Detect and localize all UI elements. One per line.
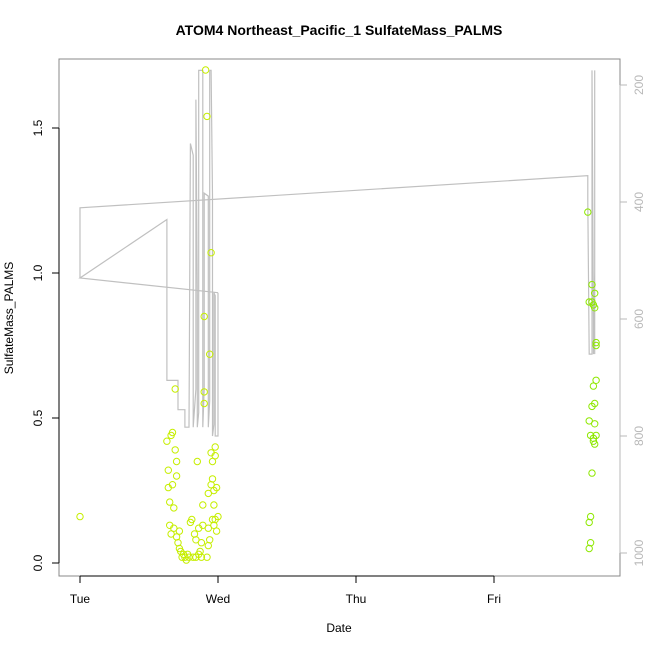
- data-point: [76, 512, 84, 521]
- data-point: [212, 483, 221, 492]
- data-point: [207, 249, 215, 257]
- y-tick-label: 1.5: [31, 119, 45, 136]
- data-point: [592, 431, 600, 440]
- y-tick-label: 1.0: [31, 264, 45, 281]
- data-point: [175, 527, 184, 535]
- data-point: [204, 541, 213, 550]
- data-point: [591, 289, 599, 297]
- y-tick-label: 0.5: [31, 409, 45, 426]
- data-point: [211, 443, 219, 451]
- x-tick-label: Thu: [346, 592, 367, 606]
- data-point: [200, 388, 208, 396]
- data-point: [199, 521, 207, 529]
- data-point: [589, 382, 598, 390]
- data-point: [203, 553, 211, 561]
- chart-title: ATOM4 Northeast_Pacific_1 SulfateMass_PA…: [176, 22, 503, 38]
- x-tick-label: Wed: [206, 592, 230, 606]
- data-point: [207, 449, 215, 457]
- data-point: [200, 312, 208, 321]
- data-point: [214, 512, 222, 521]
- data-point: [591, 304, 599, 312]
- data-point: [171, 385, 179, 393]
- data-point: [164, 466, 173, 474]
- x-tick-label: Tue: [70, 592, 91, 606]
- y2-tick-label: 200: [632, 75, 646, 95]
- data-points-layer: [76, 66, 600, 564]
- y2-tick-label: 800: [632, 426, 646, 446]
- data-point: [163, 437, 171, 445]
- data-point: [168, 481, 177, 489]
- data-point: [588, 469, 596, 477]
- data-point: [170, 524, 178, 532]
- data-point: [171, 446, 179, 454]
- data-point: [189, 553, 197, 561]
- data-point: [197, 553, 206, 561]
- data-point: [197, 539, 206, 547]
- pressure-line: [79, 70, 596, 355]
- data-point: [201, 66, 210, 74]
- axes-layer: Tue Wed Thu Fri 0.0 0.5 1.0 1.5 200 400 600 800 1000: [31, 75, 646, 606]
- y2-tick-label: 400: [632, 192, 646, 212]
- data-point: [585, 417, 593, 425]
- data-point: [592, 338, 600, 347]
- data-point: [210, 501, 218, 509]
- data-point: [585, 544, 593, 553]
- data-point: [200, 399, 208, 408]
- data-point: [592, 376, 600, 384]
- data-point: [204, 524, 213, 532]
- plot-frame: [58, 58, 621, 577]
- data-point: [591, 440, 599, 448]
- data-point: [168, 428, 177, 437]
- pressure-profile-line: [78, 69, 219, 437]
- data-point: [591, 399, 599, 408]
- data-point: [172, 472, 181, 480]
- data-point: [206, 350, 214, 358]
- y2-tick-label: 1000: [632, 539, 646, 566]
- data-point: [208, 475, 217, 483]
- pressure-line-layer: [78, 69, 596, 437]
- data-point: [192, 536, 200, 544]
- data-point: [584, 208, 592, 216]
- x-axis-label: Date: [326, 621, 352, 635]
- data-point: [592, 341, 600, 350]
- y2-tick-label: 600: [632, 309, 646, 329]
- data-point: [199, 501, 207, 509]
- x-tick-label: Fri: [487, 592, 501, 606]
- data-point: [172, 457, 181, 466]
- data-point: [204, 489, 213, 498]
- data-point: [193, 457, 202, 466]
- data-point: [588, 280, 596, 289]
- data-point: [170, 504, 178, 512]
- data-point: [585, 518, 593, 527]
- data-point: [203, 112, 211, 121]
- data-point: [166, 498, 174, 506]
- data-point: [188, 515, 196, 524]
- y-tick-label: 0.0: [31, 554, 45, 571]
- data-point: [167, 530, 175, 538]
- data-point: [208, 457, 217, 466]
- data-point: [591, 420, 599, 428]
- y-axis-label: SulfateMass_PALMS: [2, 262, 16, 375]
- data-point: [212, 527, 221, 535]
